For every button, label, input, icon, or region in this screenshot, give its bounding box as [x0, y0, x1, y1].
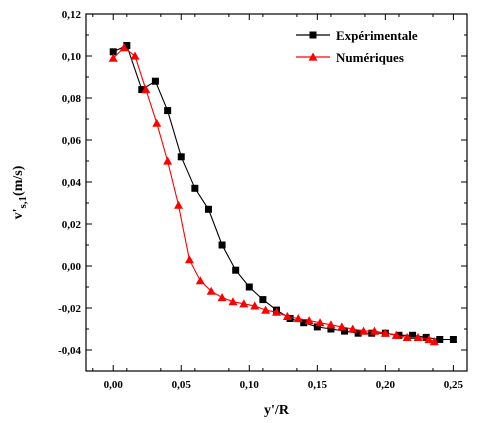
data-point — [163, 156, 173, 165]
data-point — [141, 85, 151, 94]
data-point — [184, 255, 194, 264]
y-axis-title-sub: s,1 — [17, 196, 29, 209]
data-point — [293, 314, 303, 323]
x-tick-label: 0,10 — [240, 379, 260, 391]
x-tick-label: 0,00 — [104, 379, 124, 391]
data-point — [174, 200, 184, 209]
series-layer — [108, 42, 457, 346]
y-tick-label: -0,02 — [58, 303, 81, 315]
data-point — [348, 324, 358, 333]
data-point — [130, 51, 140, 60]
data-point — [245, 283, 253, 291]
x-tick-label: 0,20 — [376, 379, 396, 391]
data-point — [429, 337, 439, 346]
data-point — [326, 320, 336, 329]
legend-marker — [309, 31, 317, 39]
plot-frame — [85, 13, 468, 372]
data-point — [191, 184, 199, 192]
data-point — [272, 307, 281, 316]
data-point — [123, 42, 131, 49]
legend: Expérimentale Numériques — [296, 28, 418, 65]
data-point — [413, 332, 423, 341]
data-point — [436, 336, 444, 343]
data-point — [119, 43, 129, 52]
legend-label: Numériques — [336, 50, 404, 65]
data-point — [282, 311, 292, 320]
data-point — [108, 53, 118, 62]
data-point — [313, 323, 321, 331]
data-point — [228, 297, 238, 306]
data-point — [315, 318, 325, 327]
data-point — [449, 336, 457, 343]
y-tick-label: 0,06 — [62, 135, 82, 147]
y-tick-label: 0,02 — [62, 219, 82, 231]
data-point — [337, 322, 347, 331]
data-point — [164, 107, 172, 115]
legend-item: Expérimentale — [296, 28, 418, 43]
data-point — [402, 332, 412, 341]
series-line — [112, 44, 454, 341]
y-tick-label: 0,08 — [62, 93, 82, 105]
tick-layer: 0,00 0,05 0,10 0,15 0,20 0,25 -0,04 -0,02 0,00 0,… — [58, 9, 467, 391]
legend-label: Expérimentale — [336, 28, 418, 43]
data-point — [327, 325, 335, 333]
legend-marker — [308, 52, 318, 61]
data-point — [217, 293, 227, 302]
data-point — [151, 77, 159, 85]
data-point — [341, 327, 349, 335]
data-point — [424, 335, 434, 344]
y-axis-title-main: v' — [11, 208, 26, 219]
y-tick-label: -0,04 — [58, 345, 81, 357]
series-1 — [109, 42, 457, 343]
data-point — [422, 333, 430, 341]
data-point — [261, 305, 271, 314]
y-tick-label: 0,10 — [62, 51, 82, 63]
data-point — [138, 86, 146, 94]
data-point — [300, 319, 308, 327]
series-line — [112, 46, 435, 343]
y-axis-title-unit: (m/s) — [11, 165, 26, 196]
y-tick-label: 0,04 — [62, 177, 82, 189]
data-point — [152, 118, 162, 127]
y-axis-title: v's,1(m/s) — [11, 165, 29, 219]
data-point — [359, 326, 369, 335]
data-point — [204, 205, 212, 213]
data-point — [218, 241, 226, 249]
x-tick-label: 0,25 — [444, 379, 464, 391]
series-2 — [108, 43, 439, 346]
data-point — [195, 276, 205, 285]
x-tick-label: 0,05 — [172, 379, 192, 391]
data-point — [409, 331, 417, 339]
y-tick-label: 0,00 — [62, 261, 82, 273]
data-point — [369, 326, 379, 335]
data-point — [259, 296, 267, 304]
y-tick-label: 0,12 — [62, 9, 82, 21]
data-point — [177, 153, 185, 161]
data-point — [304, 316, 314, 325]
x-tick-label: 0,15 — [308, 379, 328, 391]
legend-item: Numériques — [296, 50, 404, 65]
data-point — [232, 266, 240, 274]
data-point — [354, 329, 362, 337]
data-point — [109, 48, 117, 56]
data-point — [380, 328, 390, 337]
data-point — [391, 330, 401, 339]
data-point — [239, 299, 249, 308]
x-axis-title: y'/R — [264, 403, 290, 418]
data-point — [206, 286, 216, 295]
data-point — [250, 301, 260, 310]
